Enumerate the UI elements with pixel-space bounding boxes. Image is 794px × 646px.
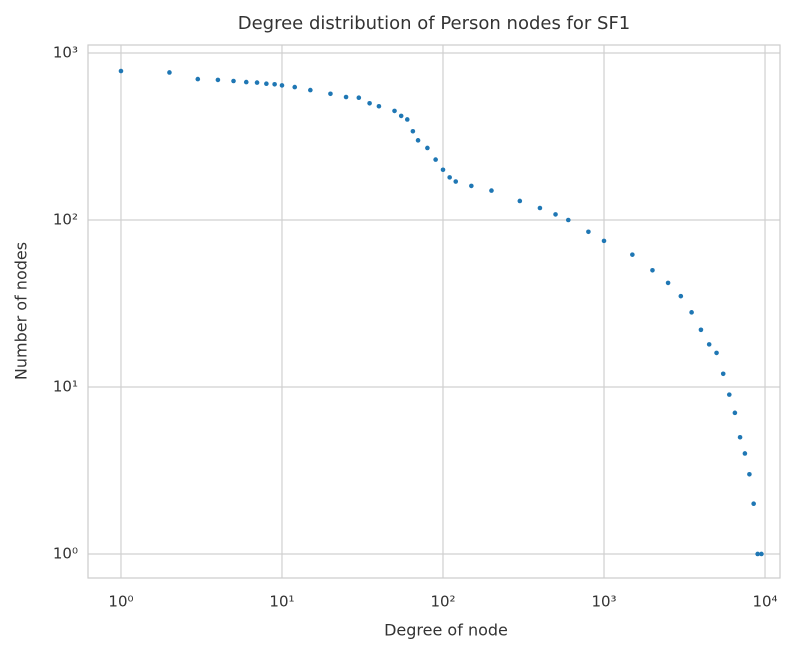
point <box>231 78 236 84</box>
point <box>376 103 382 109</box>
point <box>650 267 655 273</box>
point <box>732 410 738 416</box>
point <box>415 138 421 143</box>
point <box>586 229 591 235</box>
x-tick-label: 10² <box>430 593 455 611</box>
y-tick-label: 10⁰ <box>53 544 78 562</box>
point <box>517 198 523 204</box>
point <box>279 83 285 88</box>
point <box>759 551 764 557</box>
point <box>747 472 752 477</box>
x-axis-label: Degree of node <box>384 621 508 640</box>
point <box>433 157 438 162</box>
point <box>630 252 635 257</box>
point <box>737 434 743 440</box>
point <box>215 77 221 83</box>
point <box>489 188 494 193</box>
point <box>601 238 607 244</box>
y-tick-label: 10¹ <box>53 377 78 395</box>
y-tick-label: 10³ <box>53 44 78 62</box>
point <box>195 76 201 82</box>
point <box>398 113 404 119</box>
point <box>751 501 756 507</box>
point <box>469 183 474 189</box>
point <box>118 68 124 74</box>
point <box>440 167 446 173</box>
point <box>678 293 684 299</box>
point <box>698 327 704 333</box>
point <box>553 212 558 217</box>
point <box>272 81 277 87</box>
point <box>447 175 452 180</box>
point <box>343 94 349 100</box>
point <box>392 108 397 114</box>
point <box>243 79 249 85</box>
point <box>367 100 372 106</box>
point <box>410 128 416 134</box>
point <box>308 87 313 93</box>
point <box>720 371 726 377</box>
x-tick-label: 10⁰ <box>108 593 133 611</box>
point <box>565 217 571 223</box>
point <box>706 342 712 347</box>
point <box>356 95 362 101</box>
point <box>742 451 748 456</box>
point <box>264 81 269 87</box>
point <box>714 350 719 356</box>
point <box>328 91 333 97</box>
point <box>167 70 172 75</box>
y-axis-label: Number of nodes <box>12 242 31 380</box>
x-tick-label: 10¹ <box>269 593 294 611</box>
plot-frame <box>87 44 781 579</box>
point <box>726 392 732 397</box>
y-tick-label: 10² <box>53 211 78 229</box>
point <box>665 280 671 286</box>
point <box>453 179 459 184</box>
point <box>404 117 410 122</box>
point <box>537 205 543 211</box>
point <box>292 84 298 90</box>
point <box>755 551 760 557</box>
x-tick-label: 10⁴ <box>752 593 777 611</box>
point <box>689 310 694 315</box>
chart-title: Degree distribution of Person nodes for … <box>238 13 631 34</box>
point <box>254 80 260 85</box>
point <box>425 145 430 151</box>
x-tick-label: 10³ <box>591 593 616 611</box>
